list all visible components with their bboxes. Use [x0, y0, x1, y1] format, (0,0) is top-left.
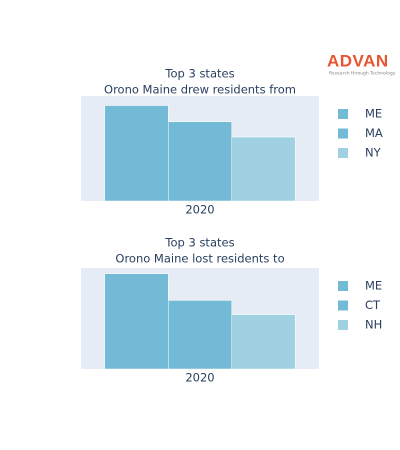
legend-label: ME [365, 279, 382, 293]
bar [231, 136, 296, 202]
legend-swatch [338, 300, 348, 311]
legend-swatch [338, 128, 348, 139]
legend-swatch [338, 109, 348, 119]
chart-subtitle: Orono Maine lost residents to [115, 252, 284, 266]
bar [104, 105, 169, 202]
x-tick-label: 2020 [185, 203, 214, 217]
legend-label: CT [365, 298, 381, 312]
logo-tagline: Research through Technology [329, 71, 396, 77]
legend-swatch [338, 320, 348, 330]
logo: ADVAN [327, 51, 389, 70]
bar [104, 273, 169, 370]
legend-label: NY [365, 146, 382, 160]
chart-title: Top 3 states [164, 236, 234, 250]
legend-label: MA [365, 126, 383, 140]
legend-label: NH [365, 318, 382, 332]
bar [168, 121, 232, 202]
x-tick-label: 2020 [185, 371, 214, 385]
bar [168, 300, 232, 370]
legend-swatch [338, 281, 348, 291]
chart-title: Top 3 states [164, 67, 234, 81]
bar [231, 314, 296, 370]
chart-subtitle: Orono Maine drew residents from [104, 83, 296, 97]
legend-label: ME [365, 107, 382, 121]
legend-swatch [338, 148, 348, 158]
